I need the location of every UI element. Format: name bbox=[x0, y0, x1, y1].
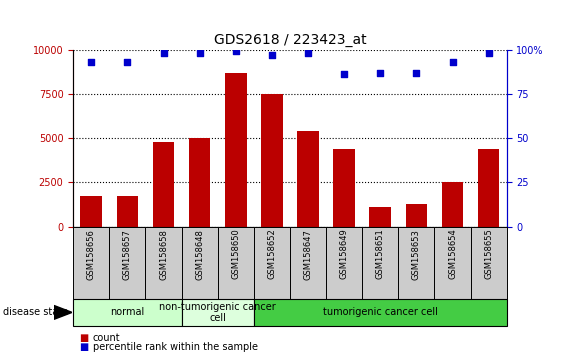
Bar bbox=[441, 182, 463, 227]
Bar bbox=[326, 227, 362, 299]
Text: GSM158655: GSM158655 bbox=[484, 229, 493, 280]
Text: disease state: disease state bbox=[3, 307, 68, 318]
Bar bbox=[181, 299, 254, 326]
Bar bbox=[189, 138, 211, 227]
Text: GSM158650: GSM158650 bbox=[231, 229, 240, 280]
Bar bbox=[435, 227, 471, 299]
Point bbox=[159, 50, 168, 56]
Text: ■: ■ bbox=[79, 342, 88, 352]
Text: non-tumorigenic cancer
cell: non-tumorigenic cancer cell bbox=[159, 302, 276, 323]
Text: GSM158652: GSM158652 bbox=[267, 229, 276, 280]
Text: GSM158649: GSM158649 bbox=[339, 229, 348, 280]
Bar bbox=[405, 204, 427, 227]
Bar bbox=[145, 227, 181, 299]
Point bbox=[412, 70, 421, 75]
Point bbox=[376, 70, 385, 75]
Point bbox=[123, 59, 132, 65]
Bar bbox=[117, 195, 138, 227]
Text: percentile rank within the sample: percentile rank within the sample bbox=[93, 342, 258, 352]
Bar bbox=[218, 227, 254, 299]
Bar bbox=[333, 149, 355, 227]
Text: normal: normal bbox=[110, 307, 145, 318]
Bar bbox=[225, 73, 247, 227]
Bar bbox=[478, 149, 499, 227]
Bar bbox=[81, 196, 102, 227]
Text: GSM158656: GSM158656 bbox=[87, 229, 96, 280]
Point bbox=[267, 52, 276, 58]
Text: GSM158654: GSM158654 bbox=[448, 229, 457, 280]
Bar bbox=[261, 94, 283, 227]
Bar bbox=[109, 227, 145, 299]
Text: GSM158657: GSM158657 bbox=[123, 229, 132, 280]
Text: GSM158653: GSM158653 bbox=[412, 229, 421, 280]
Text: tumorigenic cancer cell: tumorigenic cancer cell bbox=[323, 307, 437, 318]
Point bbox=[231, 48, 240, 54]
Bar bbox=[73, 227, 109, 299]
Bar bbox=[153, 142, 175, 227]
Point bbox=[195, 50, 204, 56]
Text: GSM158648: GSM158648 bbox=[195, 229, 204, 280]
Text: GSM158647: GSM158647 bbox=[303, 229, 312, 280]
Text: GSM158651: GSM158651 bbox=[376, 229, 385, 280]
Bar bbox=[181, 227, 218, 299]
Point bbox=[448, 59, 457, 65]
Text: ■: ■ bbox=[79, 333, 88, 343]
Point bbox=[484, 50, 493, 56]
Point bbox=[339, 72, 348, 77]
Text: GSM158658: GSM158658 bbox=[159, 229, 168, 280]
Bar bbox=[369, 207, 391, 227]
Polygon shape bbox=[54, 306, 72, 319]
Title: GDS2618 / 223423_at: GDS2618 / 223423_at bbox=[213, 33, 367, 47]
Point bbox=[303, 50, 312, 56]
Point bbox=[87, 59, 96, 65]
Bar bbox=[254, 227, 290, 299]
Bar bbox=[290, 227, 326, 299]
Text: count: count bbox=[93, 333, 120, 343]
Bar bbox=[362, 227, 399, 299]
Bar bbox=[297, 131, 319, 227]
Bar bbox=[471, 227, 507, 299]
Bar bbox=[73, 299, 181, 326]
Bar bbox=[399, 227, 435, 299]
Bar bbox=[254, 299, 507, 326]
